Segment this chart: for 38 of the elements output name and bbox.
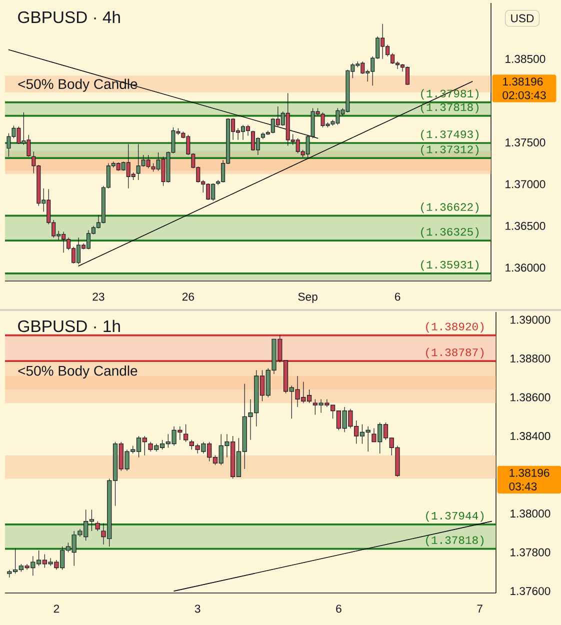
- x-tick-label: Sep: [298, 292, 318, 303]
- y-tick-label: 1.38600: [510, 393, 550, 402]
- y-tick-label: 1.36000: [506, 264, 546, 272]
- ref-line-label: (1.37818): [426, 536, 484, 546]
- ref-line-label: (1.37493): [421, 130, 478, 140]
- band-label: <50% Body Candle: [18, 365, 138, 379]
- y-tick-label: 1.37000: [506, 180, 546, 188]
- x-tick-label: 3: [194, 604, 200, 613]
- x-tick-label: 6: [336, 604, 342, 613]
- ref-line-label: (1.37312): [421, 144, 478, 156]
- y-axis-title: USD: [511, 14, 534, 22]
- ref-line-label: (1.35931): [421, 260, 478, 271]
- x-tick-label: 7: [477, 604, 482, 613]
- text: 1.38196: [510, 468, 550, 477]
- y-tick-label: 1.38000: [510, 510, 550, 518]
- ref-line-label: (1.37818): [421, 102, 478, 114]
- chart-title: GBPUSD · 4h: [18, 10, 120, 24]
- y-tick-label: 1.38400: [510, 432, 550, 440]
- ref-line-label: (1.37944): [426, 511, 484, 522]
- ref-line-label: (1.38920): [426, 322, 484, 333]
- ref-line-label: (1.36622): [421, 202, 478, 214]
- ref-line-label: (1.36325): [421, 227, 478, 238]
- chart-title: GBPUSD · 1h: [18, 320, 120, 332]
- y-tick-label: 1.37500: [506, 138, 546, 146]
- y-tick-label: 1.38800: [510, 354, 550, 363]
- x-tick-label: 23: [92, 292, 104, 301]
- y-tick-label: 1.38500: [506, 54, 546, 63]
- text: 02:03:43: [502, 91, 546, 100]
- y-tick-label: 1.36500: [506, 222, 546, 230]
- x-tick-label: 26: [182, 292, 194, 301]
- y-tick-label: 1.39000: [510, 316, 550, 324]
- text: 03:43: [509, 482, 537, 490]
- x-tick-label: 2: [54, 604, 60, 613]
- y-tick-label: 1.37800: [510, 548, 550, 556]
- ref-line-label: (1.38787): [426, 348, 484, 358]
- y-tick-label: 1.37600: [510, 587, 550, 596]
- x-tick-label: 6: [394, 292, 400, 301]
- text: 1.38196: [503, 78, 543, 86]
